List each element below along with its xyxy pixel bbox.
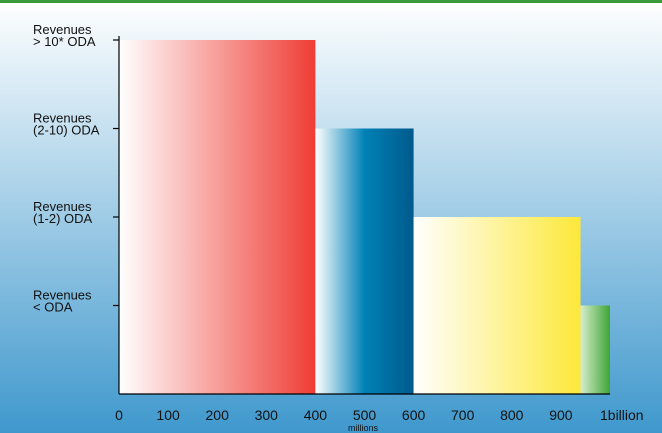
x-tick-label: 0 [115, 407, 123, 423]
bar-2 [315, 128, 414, 394]
category-label-line: > 10* ODA [33, 34, 96, 49]
top-rule [0, 0, 662, 3]
category-label-line: Revenues [33, 22, 92, 37]
category-label-line: Revenues [33, 111, 92, 126]
x-tick-label: 700 [451, 407, 475, 423]
category-label-line: (1-2) ODA [33, 211, 93, 226]
bar-4 [580, 305, 610, 394]
bar-3 [413, 217, 581, 394]
category-label-line: Revenues [33, 288, 92, 303]
x-tick-labels: 0 100 200 300 400 500 600 700 800 900 1billion [115, 407, 643, 423]
x-tick-label: 600 [402, 407, 426, 423]
category-label-line: (2-10) ODA [33, 123, 100, 138]
x-axis-title: millions [348, 423, 379, 433]
x-tick-label: 400 [304, 407, 328, 423]
x-tick-label: 500 [353, 407, 377, 423]
bar-series [119, 40, 610, 394]
category-label: Revenues (1-2) ODA [33, 199, 93, 226]
x-tick-label: 100 [156, 407, 180, 423]
axes [113, 36, 610, 395]
x-tick-label: 800 [500, 407, 524, 423]
category-label: Revenues > 10* ODA [33, 22, 96, 49]
x-tick-label: 300 [255, 407, 279, 423]
x-tick-label: 1billion [600, 407, 644, 423]
x-tick-label: 200 [206, 407, 230, 423]
x-tick-label: 900 [549, 407, 573, 423]
category-label: Revenues < ODA [33, 288, 92, 315]
bar-1 [119, 40, 316, 394]
category-label: Revenues (2-10) ODA [33, 111, 100, 138]
category-label-line: < ODA [33, 300, 73, 315]
category-label-line: Revenues [33, 199, 92, 214]
